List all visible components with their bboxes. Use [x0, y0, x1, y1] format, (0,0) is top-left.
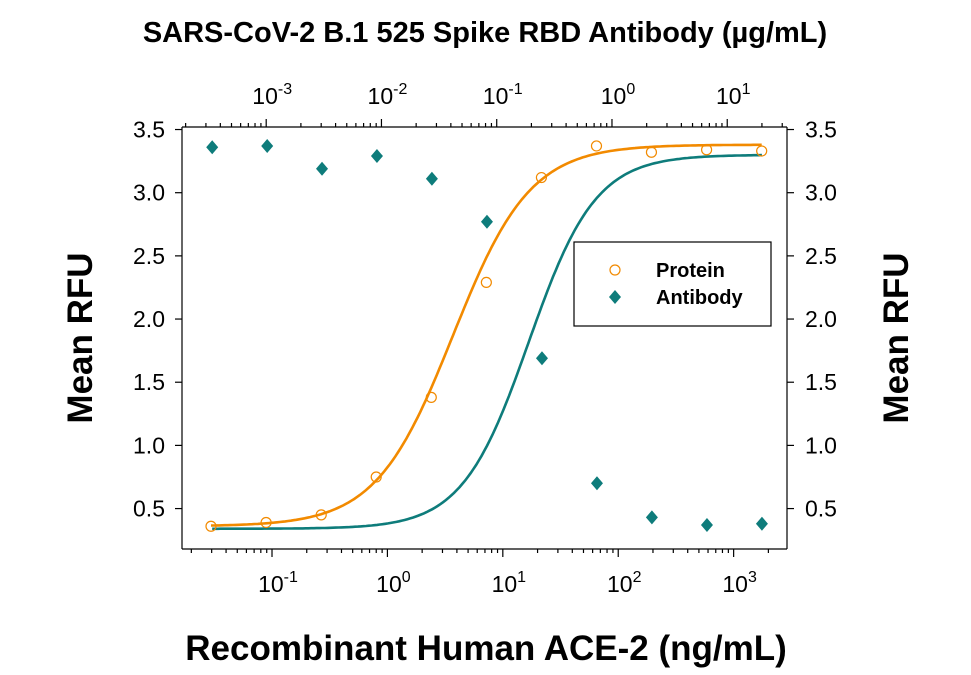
antibody-data-point: [700, 517, 713, 532]
tick-base: 10: [722, 571, 748, 597]
protein-data-point: [645, 146, 658, 158]
y-left-tick-label: 2.0: [133, 306, 165, 332]
antibody-data-point: [590, 476, 603, 491]
tick-base: 10: [252, 83, 278, 109]
y-right-tick-label: 1.5: [805, 369, 837, 395]
protein-data-point: [205, 520, 217, 532]
x-bottom-tick-label: 101: [492, 569, 527, 597]
tick-exponent: 1: [742, 81, 751, 98]
tick-exponent: -1: [284, 569, 298, 586]
y-axis-label-right: Mean RFU: [877, 252, 916, 423]
tick-exponent: 2: [633, 569, 642, 586]
legend-box: [573, 241, 772, 327]
antibody-data-point: [535, 351, 548, 366]
tick-exponent: -3: [278, 81, 292, 98]
x-top-tick-label: 101: [716, 81, 751, 109]
y-left-tick-label: 2.5: [133, 243, 165, 269]
x-bottom-tick-label: 10-1: [258, 569, 298, 597]
tick-base: 10: [601, 83, 627, 109]
protein-fit-curve: [211, 143, 762, 527]
tick-base: 10: [368, 83, 394, 109]
tick-base: 10: [483, 83, 509, 109]
legend-marker-antibody: [609, 290, 621, 304]
protein-data-point: [756, 145, 768, 157]
y-left-tick-label: 1.0: [133, 432, 165, 458]
tick-exponent: 0: [402, 569, 411, 586]
y-right-tick-label: 3.0: [805, 180, 837, 206]
tick-exponent: -1: [508, 81, 522, 98]
y-right-tick-label: 2.0: [805, 306, 837, 332]
x-bottom-tick-label: 100: [376, 569, 411, 597]
antibody-data-point: [316, 161, 329, 176]
legend-marker-protein: [609, 264, 621, 276]
x-bottom-tick-label: 103: [722, 569, 757, 597]
tick-base: 10: [376, 571, 402, 597]
protein-data-point: [480, 276, 492, 289]
x-top-tick-label: 100: [601, 81, 636, 109]
protein-data-point: [700, 144, 713, 156]
chart-title: SARS-CoV-2 B.1 525 Spike RBD Antibody (µ…: [143, 17, 827, 49]
y-right-tick-label: 1.0: [805, 432, 837, 458]
antibody-data-point: [206, 140, 219, 155]
x-bottom-tick-label: 102: [607, 569, 642, 597]
protein-data-point: [535, 171, 548, 184]
antibody-data-point: [480, 214, 493, 229]
antibody-data-point: [425, 171, 438, 186]
y-left-tick-label: 3.0: [133, 180, 165, 206]
x-top-tick-label: 10-3: [252, 81, 292, 109]
x-top-tick-label: 10-1: [483, 81, 523, 109]
legend-label-protein: Protein: [656, 260, 725, 282]
y-right-tick-label: 0.5: [805, 496, 837, 522]
antibody-fit-curve: [212, 153, 762, 531]
tick-exponent: 3: [748, 569, 757, 586]
antibody-data-point: [755, 516, 768, 531]
y-left-tick-label: 0.5: [133, 496, 165, 522]
tick-base: 10: [716, 83, 742, 109]
y-left-tick-label: 1.5: [133, 369, 165, 395]
y-axis-label-left: Mean RFU: [61, 252, 100, 423]
tick-exponent: 0: [626, 81, 635, 98]
protein-data-point: [370, 471, 382, 483]
antibody-data-point: [645, 510, 658, 525]
y-right-tick-label: 3.5: [805, 117, 837, 143]
legend-label-antibody: Antibody: [656, 287, 744, 309]
tick-exponent: 1: [517, 569, 526, 586]
legend: Protein Antibody: [573, 241, 772, 327]
y-left-tick-label: 3.5: [133, 117, 165, 143]
tick-base: 10: [492, 571, 518, 597]
x-axis-label: Recombinant Human ACE-2 (ng/mL): [185, 629, 787, 668]
tick-exponent: -2: [393, 81, 407, 98]
protein-data-point: [425, 391, 437, 403]
antibody-data-point: [261, 138, 274, 153]
protein-data-point: [590, 140, 603, 152]
x-top-tick-label: 10-2: [368, 81, 408, 109]
tick-base: 10: [258, 571, 284, 597]
tick-base: 10: [607, 571, 633, 597]
y-right-tick-label: 2.5: [805, 243, 837, 269]
antibody-data-point: [370, 149, 383, 164]
protein-data-point: [315, 509, 327, 521]
protein-data-point: [260, 516, 272, 529]
